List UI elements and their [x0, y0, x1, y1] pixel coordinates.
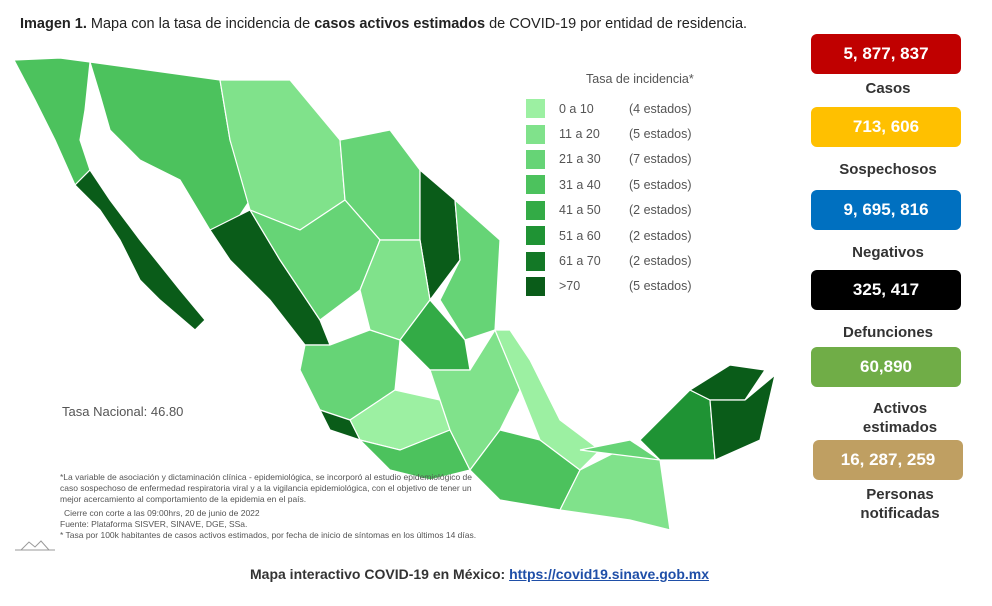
note-rate: * Tasa por 100k habitantes de casos acti…: [60, 530, 477, 540]
figure-title: Imagen 1. Mapa con la tasa de incidencia…: [20, 16, 748, 32]
note-cutoff: Cierre con corte a las 09:00hrs, 20 de j…: [64, 508, 260, 518]
legend-count: (2 estados): [629, 254, 692, 269]
legend-item: 31 a 40 (5 estados): [526, 172, 694, 197]
stat-value-box: 9, 695, 816: [811, 190, 961, 230]
mexico-choropleth-map: [13, 57, 776, 531]
legend-range: 31 a 40: [559, 177, 601, 192]
legend-count: (2 estados): [629, 228, 692, 243]
state-baja-california: [13, 57, 91, 187]
stat-value-box: 713, 606: [811, 107, 961, 147]
note-definition: *La variable de asociación y dictaminaci…: [60, 472, 473, 504]
legend-item: 51 a 60 (2 estados): [526, 223, 694, 248]
legend-range: >70: [559, 279, 581, 294]
stat-label: Personas notificadas: [860, 486, 940, 522]
legend-item: >70 (5 estados): [526, 274, 694, 299]
legend-range: 21 a 30: [559, 152, 601, 167]
legend-count: (5 estados): [629, 127, 692, 142]
legend-range: 0 a 10: [559, 101, 594, 116]
state-colima-jalisco-coast: [318, 408, 362, 442]
stat-value-box: 5, 877, 837: [811, 34, 961, 74]
legend-swatch: [526, 251, 545, 271]
state-campeche: [639, 389, 716, 461]
legend-count: (5 estados): [629, 177, 692, 192]
footer: Mapa interactivo COVID-19 en México: htt…: [250, 566, 710, 582]
legend-swatch: [526, 226, 545, 246]
legend-count: (4 estados): [629, 101, 692, 116]
legend-item: 21 a 30 (7 estados): [526, 147, 694, 172]
stat-label: Activos estimados: [862, 400, 938, 436]
state-yucatan: [688, 364, 767, 401]
legend-range: 11 a 20: [559, 127, 600, 142]
map-legend: Tasa de incidencia* 0 a 10 (4 estados) 11 …: [526, 72, 694, 299]
footnotes: *La variable de asociación y dictaminaci…: [60, 472, 490, 541]
state-baja-california-sur: [74, 169, 206, 331]
mountain-logo-icon: [15, 540, 55, 551]
stat-value-box: 60,890: [811, 347, 961, 387]
state-san-luis-potosi: [399, 299, 471, 371]
stat-label: Defunciones: [842, 324, 933, 341]
legend-item: 0 a 10 (4 estados): [526, 96, 694, 121]
legend-count: (5 estados): [629, 279, 692, 294]
interactive-map-link[interactable]: https://covid19.sinave.gob.mx: [509, 566, 710, 582]
legend-count: (2 estados): [629, 203, 692, 218]
legend-item: 41 a 50 (2 estados): [526, 198, 694, 223]
state-quintana-roo: [709, 373, 776, 461]
stat-label: Casos: [865, 80, 911, 97]
legend-swatch: [526, 124, 545, 144]
legend-range: 61 a 70: [559, 254, 601, 269]
legend-count: (7 estados): [629, 152, 692, 167]
stat-label: Negativos: [852, 244, 924, 261]
legend-swatch: [526, 175, 545, 195]
note-source: Fuente: Plataforma SISVER, SINAVE, DGE, …: [60, 519, 248, 529]
stat-value-box: 325, 417: [811, 270, 961, 310]
state-nuevo-leon: [419, 168, 461, 302]
stat-label: Sospechosos: [839, 161, 937, 178]
legend-item: 61 a 70 (2 estados): [526, 248, 694, 273]
legend-swatch: [526, 149, 545, 169]
legend-range: 41 a 50: [559, 203, 601, 218]
legend-item: 11 a 20 (5 estados): [526, 121, 694, 146]
national-rate: Tasa Nacional: 46.80: [62, 404, 184, 419]
legend-swatch: [526, 200, 545, 220]
stat-value-box: 16, 287, 259: [813, 440, 963, 480]
legend-title: Tasa de incidencia*: [586, 72, 694, 86]
legend-swatch: [526, 99, 545, 119]
legend-range: 51 a 60: [559, 228, 601, 243]
legend-swatch: [526, 276, 545, 296]
